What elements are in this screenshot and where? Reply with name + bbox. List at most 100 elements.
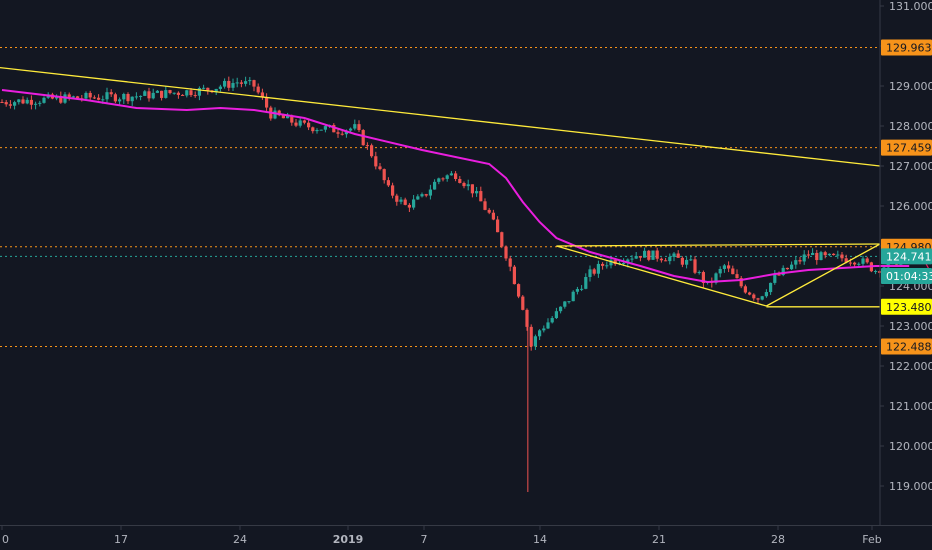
candle-body-79 <box>332 124 336 133</box>
candle-body-150 <box>630 258 634 260</box>
candle-body-106 <box>445 175 449 179</box>
candle-body-109 <box>458 178 462 183</box>
candle-body-193 <box>811 252 815 256</box>
candle-body-76 <box>319 129 323 131</box>
candle-body-96 <box>403 199 407 205</box>
y-tick-label-11: 120.000 <box>889 440 932 453</box>
price-tag-bg-4 <box>881 268 932 284</box>
price-tag-4: 01:04:33 <box>886 270 932 283</box>
candle-body-131 <box>550 318 554 323</box>
candle-body-132 <box>554 311 558 319</box>
candle-body-38 <box>160 90 164 98</box>
x-tick-label-4: 7 <box>421 533 428 546</box>
candle-body-17 <box>71 96 75 98</box>
candle-body-174 <box>731 268 735 275</box>
candle-body-139 <box>584 276 588 289</box>
candle-body-121 <box>508 258 512 267</box>
y-tick-label-5: 126.000 <box>889 200 932 213</box>
price-tag-3: 124.741 <box>886 250 932 263</box>
candle-body-195 <box>819 252 823 261</box>
candle-body-9 <box>38 102 42 104</box>
candle-body-116 <box>487 209 491 213</box>
candle-body-63 <box>265 97 269 108</box>
candle-body-24 <box>101 99 105 101</box>
candle-body-4 <box>17 99 21 103</box>
candle-body-27 <box>113 94 117 102</box>
candle-body-123 <box>517 284 521 297</box>
candle-body-87 <box>365 145 369 147</box>
candle-body-80 <box>336 132 340 134</box>
candle-body-127 <box>533 336 537 347</box>
candle-body-2 <box>8 104 12 106</box>
candle-body-119 <box>500 232 504 247</box>
candle-body-54 <box>227 80 231 88</box>
candle-body-111 <box>466 184 470 187</box>
candle-body-55 <box>231 83 235 88</box>
candle-body-176 <box>739 278 743 287</box>
candle-body-184 <box>773 274 777 283</box>
candle-body-53 <box>223 80 227 87</box>
price-tag-bg-3 <box>881 248 932 265</box>
horizontal-levels <box>0 46 880 347</box>
y-tick-label-2: 129.000 <box>889 80 932 93</box>
candle-body-128 <box>538 330 542 337</box>
candle-body-163 <box>685 259 689 265</box>
y-tick-label-10: 121.000 <box>889 400 932 413</box>
candle-body-25 <box>105 92 109 100</box>
candle-body-68 <box>286 115 290 119</box>
time-axis[interactable]: 0 17 24 2019 7 14 21 28 Feb <box>1 526 882 546</box>
candle-body-3 <box>13 102 17 106</box>
price-tags: 129.963127.459124.980124.74101:04:33123.… <box>881 39 932 355</box>
candle-body-93 <box>391 185 395 196</box>
candle-body-67 <box>281 115 285 119</box>
candle-body-154 <box>647 250 651 260</box>
candle-body-105 <box>441 178 445 180</box>
candle-body-51 <box>214 88 218 93</box>
candle-body-157 <box>659 258 663 261</box>
candle-body-70 <box>294 122 298 126</box>
candle-body-172 <box>722 265 726 269</box>
candle-body-101 <box>424 194 428 196</box>
candle-body-37 <box>155 90 159 93</box>
candle-body-60 <box>252 80 256 87</box>
candle-body-201 <box>844 258 848 263</box>
candle-body-18 <box>76 96 80 99</box>
candle-body-203 <box>853 262 857 265</box>
trend-line-2 <box>556 245 767 307</box>
candle-body-124 <box>521 296 525 310</box>
candle-body-97 <box>407 204 411 208</box>
candle-body-30 <box>126 94 130 102</box>
candle-body-186 <box>781 267 785 275</box>
candle-body-196 <box>823 252 827 256</box>
y-tick-label-9: 122.000 <box>889 360 932 373</box>
candle-body-162 <box>680 257 684 265</box>
candle-body-74 <box>311 127 315 132</box>
candle-body-126 <box>529 326 533 347</box>
candle-body-170 <box>714 273 718 283</box>
candle-body-6 <box>25 99 29 104</box>
y-tick-label-4: 127.000 <box>889 160 932 173</box>
candle-body-84 <box>353 124 357 129</box>
candle-body-135 <box>567 301 571 303</box>
candle-body-130 <box>546 322 550 329</box>
candle-body-102 <box>428 189 432 196</box>
candle-body-178 <box>748 292 752 295</box>
candle-body-160 <box>672 253 676 257</box>
candle-body-159 <box>668 256 672 262</box>
candle-body-89 <box>374 156 378 167</box>
candle-body-158 <box>664 260 668 262</box>
candle-body-204 <box>857 263 861 265</box>
candle-body-90 <box>378 166 382 170</box>
candle-body-190 <box>798 260 802 262</box>
price-tag-bg-0 <box>881 39 932 56</box>
candle-body-71 <box>298 120 302 126</box>
candle-body-205 <box>861 258 865 264</box>
candle-body-183 <box>769 282 773 293</box>
x-tick-label-3: 2019 <box>333 533 364 546</box>
candle-body-206 <box>865 258 869 263</box>
x-tick-label-1: 17 <box>114 533 128 546</box>
candle-body-47 <box>197 87 201 96</box>
candle-body-117 <box>491 212 495 220</box>
candle-body-156 <box>655 250 659 259</box>
